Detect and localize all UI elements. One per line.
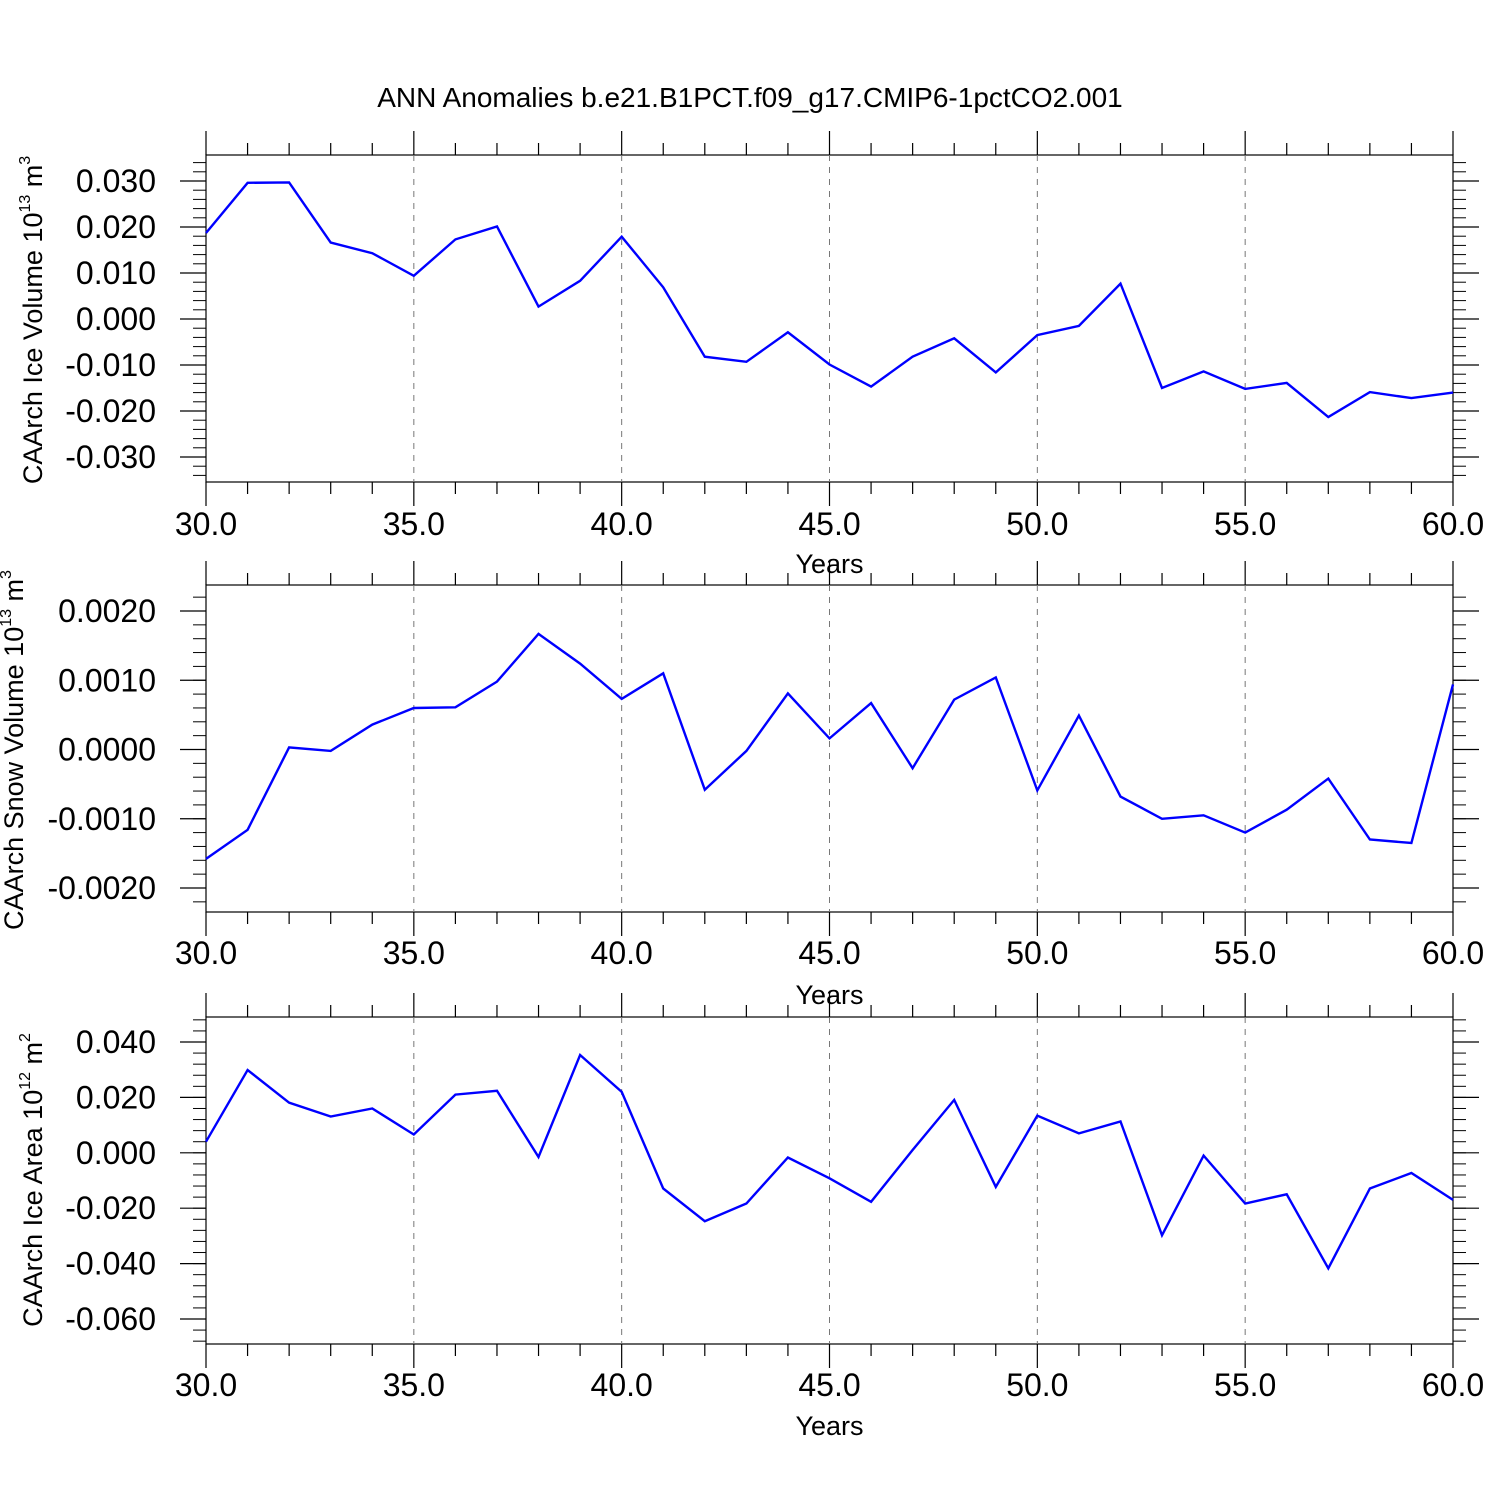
y-tick-label: 0.0010 xyxy=(58,662,156,698)
x-tick-label: 30.0 xyxy=(175,506,237,542)
x-tick-label: 40.0 xyxy=(591,506,653,542)
y-tick-label: -0.020 xyxy=(65,1190,156,1226)
y-tick-label: -0.0020 xyxy=(47,870,156,906)
y-tick-label: -0.030 xyxy=(65,439,156,475)
y-tick-label: -0.020 xyxy=(65,393,156,429)
x-tick-label: 30.0 xyxy=(175,935,237,971)
chart-panel-2: 0.0020 0.0010 0.0000 -0.0010 -0.0020 30.0 35.0… xyxy=(0,561,1484,1010)
x-tick-label: 45.0 xyxy=(798,935,860,971)
x-tick-label: 50.0 xyxy=(1006,1367,1068,1403)
x-tick-label: 55.0 xyxy=(1214,506,1276,542)
x-tick-label: 45.0 xyxy=(798,1367,860,1403)
figure-title: ANN Anomalies b.e21.B1PCT.f09_g17.CMIP6-… xyxy=(377,82,1123,113)
y-tick-label: -0.060 xyxy=(65,1301,156,1337)
x-tick-label: 60.0 xyxy=(1422,506,1484,542)
y-tick-label: 0.020 xyxy=(76,209,156,245)
y-tick-label: 0.030 xyxy=(76,163,156,199)
x-axis-title: Years xyxy=(795,1411,863,1441)
chart-panel-3: 0.040 0.020 0.000 -0.020 -0.040 -0.060 30.0 35.… xyxy=(17,993,1484,1441)
y-axis-title: CAArch Snow Volume 1013 m3 xyxy=(0,570,29,930)
y-tick-label: 0.000 xyxy=(76,1135,156,1171)
y-tick-label: 0.0020 xyxy=(58,593,156,629)
x-tick-label: 40.0 xyxy=(591,935,653,971)
y-tick-label: 0.040 xyxy=(76,1024,156,1060)
y-axis-title: CAArch Ice Area 1012 m2 xyxy=(17,1033,48,1327)
x-tick-label: 35.0 xyxy=(383,506,445,542)
y-tick-label: -0.0010 xyxy=(47,801,156,837)
y-tick-label: 0.020 xyxy=(76,1079,156,1115)
x-tick-label: 50.0 xyxy=(1006,506,1068,542)
x-tick-label: 55.0 xyxy=(1214,1367,1276,1403)
x-tick-label: 55.0 xyxy=(1214,935,1276,971)
x-tick-label: 40.0 xyxy=(591,1367,653,1403)
x-tick-label: 35.0 xyxy=(383,1367,445,1403)
x-tick-label: 35.0 xyxy=(383,935,445,971)
x-tick-label: 50.0 xyxy=(1006,935,1068,971)
x-tick-label: 30.0 xyxy=(175,1367,237,1403)
y-tick-label: 0.000 xyxy=(76,301,156,337)
y-tick-label: -0.040 xyxy=(65,1246,156,1282)
chart-panel-1: 0.030 0.020 0.010 0.000 -0.010 -0.020 -0.030 30… xyxy=(17,131,1484,579)
y-tick-label: 0.0000 xyxy=(58,732,156,768)
x-tick-label: 60.0 xyxy=(1422,935,1484,971)
x-tick-label: 60.0 xyxy=(1422,1367,1484,1403)
x-tick-label: 45.0 xyxy=(798,506,860,542)
y-tick-label: 0.010 xyxy=(76,255,156,291)
y-axis-title: CAArch Ice Volume 1013 m3 xyxy=(17,156,48,484)
y-tick-label: -0.010 xyxy=(65,347,156,383)
